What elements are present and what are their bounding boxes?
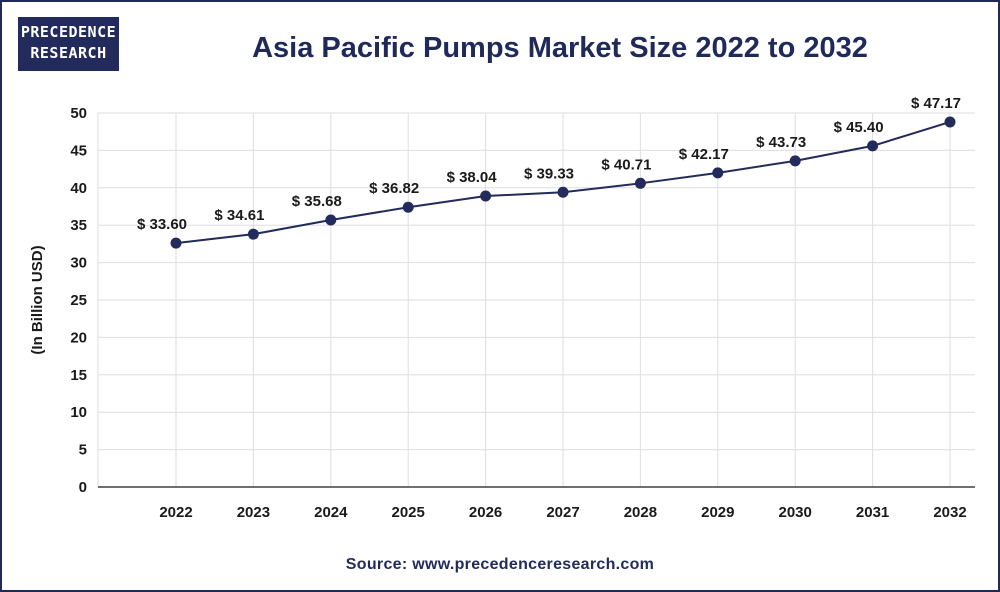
x-tick-label-2028: 2028 <box>624 504 657 521</box>
x-tick-label-2026: 2026 <box>469 504 502 521</box>
chart-title: Asia Pacific Pumps Market Size 2022 to 2… <box>252 32 868 64</box>
y-tick-label-10: 10 <box>70 404 87 421</box>
y-tick-label-40: 40 <box>70 180 87 197</box>
x-tick-label-2029: 2029 <box>701 504 734 521</box>
y-tick-label-20: 20 <box>70 329 87 346</box>
data-label-2027: $ 39.33 <box>524 165 574 182</box>
y-tick-label-30: 30 <box>70 255 87 272</box>
logo-line-2: RESEARCH <box>30 44 107 62</box>
data-label-2025: $ 36.82 <box>369 180 419 197</box>
data-label-2026: $ 38.04 <box>447 169 498 186</box>
source-text: Source: www.precedenceresearch.com <box>345 556 655 573</box>
y-tick-label-50: 50 <box>70 105 87 122</box>
x-tick-label-2032: 2032 <box>933 504 966 521</box>
data-label-2029: $ 42.17 <box>679 146 729 163</box>
x-tick-label-2024: 2024 <box>314 504 348 521</box>
y-tick-label-35: 35 <box>70 217 87 234</box>
data-point-2029 <box>712 167 724 179</box>
data-point-2023 <box>247 228 259 240</box>
y-tick-label-45: 45 <box>70 142 87 159</box>
data-label-2032: $ 47.17 <box>911 95 961 112</box>
data-point-2026 <box>480 190 492 202</box>
data-label-2031: $ 45.40 <box>834 119 884 136</box>
x-tick-label-2022: 2022 <box>159 504 192 521</box>
data-label-2028: $ 40.71 <box>601 156 651 173</box>
data-label-2023: $ 34.61 <box>214 207 264 224</box>
data-label-2030: $ 43.73 <box>756 134 806 151</box>
data-point-2030 <box>789 155 801 167</box>
y-tick-label-15: 15 <box>70 367 87 384</box>
y-tick-label-0: 0 <box>79 479 87 496</box>
y-tick-label-5: 5 <box>79 442 87 459</box>
y-axis-title: (In Billion USD) <box>29 245 46 354</box>
data-point-2027 <box>557 186 569 198</box>
data-label-2022: $ 33.60 <box>137 216 187 233</box>
data-point-2028 <box>634 177 646 189</box>
y-tick-label-25: 25 <box>70 292 87 309</box>
data-point-2032 <box>944 116 956 128</box>
data-point-2024 <box>325 214 337 226</box>
precedence-research-logo: PRECEDENCE RESEARCH <box>18 17 119 71</box>
x-tick-label-2031: 2031 <box>856 504 889 521</box>
data-point-2031 <box>867 140 879 152</box>
x-tick-label-2030: 2030 <box>779 504 812 521</box>
x-tick-label-2025: 2025 <box>392 504 425 521</box>
x-tick-label-2027: 2027 <box>546 504 579 521</box>
data-label-2024: $ 35.68 <box>292 193 342 210</box>
data-point-2022 <box>170 237 182 249</box>
x-tick-label-2023: 2023 <box>237 504 270 521</box>
data-point-2025 <box>402 201 414 213</box>
logo-line-1: PRECEDENCE <box>20 23 117 41</box>
